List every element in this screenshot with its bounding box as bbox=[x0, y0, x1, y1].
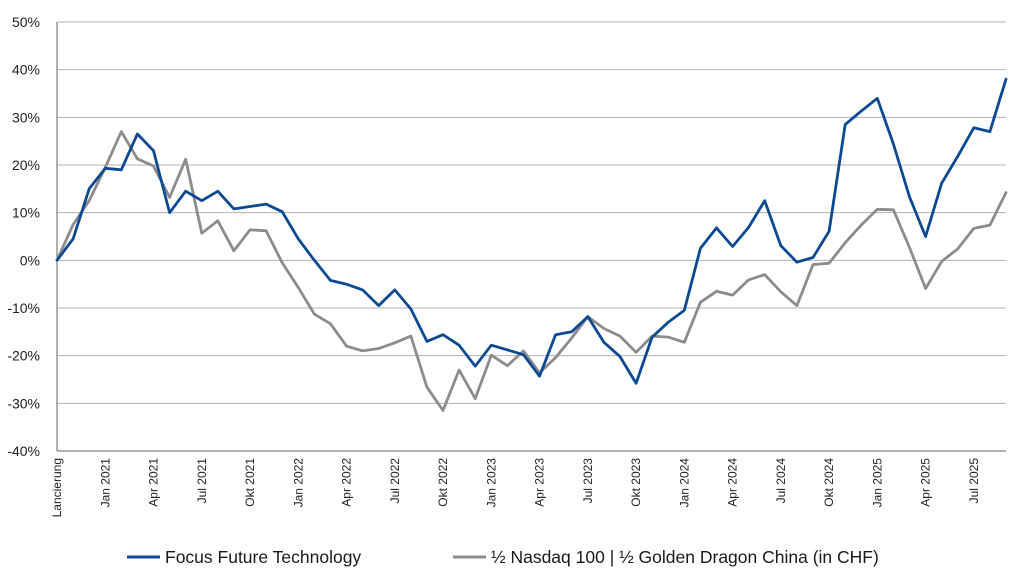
x-tick-label: Apr 2022 bbox=[340, 458, 354, 507]
x-tick-label: Jan 2024 bbox=[677, 458, 691, 508]
y-tick-label: -10% bbox=[7, 300, 40, 316]
x-tick-label: Jul 2022 bbox=[388, 458, 402, 504]
x-axis-tick-labels: Lancierung Jan 2021 Apr 2021 Jul 2021 Okt 20… bbox=[50, 458, 981, 518]
x-tick-label: Jan 2022 bbox=[291, 458, 305, 508]
x-tick-label: Jan 2021 bbox=[98, 458, 112, 508]
x-tick-label: Lancierung bbox=[50, 458, 64, 517]
x-tick-label: Jul 2021 bbox=[195, 458, 209, 504]
legend: Focus Future Technology ½ Nasdaq 100 | ½ … bbox=[127, 547, 879, 567]
x-tick-label: Apr 2023 bbox=[533, 458, 547, 507]
x-tick-label: Jul 2025 bbox=[967, 458, 981, 504]
series-lines bbox=[55, 77, 1008, 412]
y-tick-label: 20% bbox=[12, 157, 40, 173]
axes bbox=[56, 22, 1006, 452]
x-tick-label: Apr 2025 bbox=[919, 458, 933, 507]
series-line-focus-future-technology bbox=[55, 77, 1008, 385]
y-axis-tick-labels: 50% 40% 30% 20% 10% 0% -10% -20% -30% -40% bbox=[7, 14, 40, 459]
x-tick-label: Jul 2023 bbox=[581, 458, 595, 504]
x-tick-label: Okt 2021 bbox=[243, 458, 257, 507]
y-tick-label: -20% bbox=[7, 348, 40, 364]
y-tick-label: 30% bbox=[12, 109, 40, 125]
y-tick-label: 40% bbox=[12, 62, 40, 78]
legend-label: Focus Future Technology bbox=[165, 547, 361, 567]
x-tick-label: Apr 2024 bbox=[726, 458, 740, 507]
series-line-nasdaq-golden-dragon bbox=[55, 130, 1008, 412]
legend-label: ½ Nasdaq 100 | ½ Golden Dragon China (in… bbox=[491, 547, 879, 567]
y-tick-label: 50% bbox=[12, 14, 40, 30]
y-tick-label: -30% bbox=[7, 395, 40, 411]
x-tick-label: Jul 2024 bbox=[774, 458, 788, 504]
x-tick-label: Jan 2025 bbox=[870, 458, 884, 508]
x-tick-label: Jan 2023 bbox=[484, 458, 498, 508]
y-tick-label: 0% bbox=[20, 252, 40, 268]
x-tick-label: Okt 2024 bbox=[822, 458, 836, 507]
x-tick-label: Okt 2022 bbox=[436, 458, 450, 507]
x-tick-label: Okt 2023 bbox=[629, 458, 643, 507]
x-tick-label: Apr 2021 bbox=[147, 458, 161, 507]
y-tick-label: -40% bbox=[7, 443, 40, 459]
y-tick-label: 10% bbox=[12, 205, 40, 221]
gridlines bbox=[57, 21, 1006, 452]
